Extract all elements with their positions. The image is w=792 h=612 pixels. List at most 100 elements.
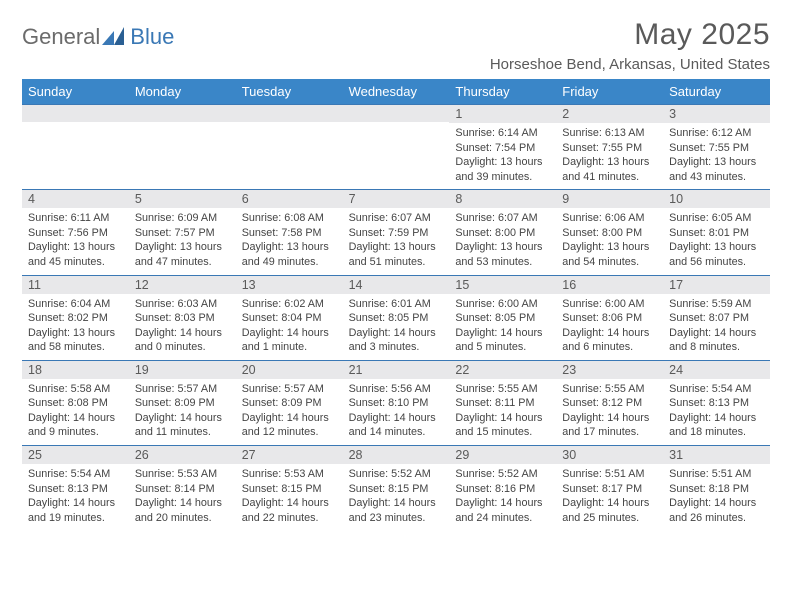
daylight-text: Daylight: 13 hours and 58 minutes.: [28, 326, 123, 355]
sunrise-text: Sunrise: 6:09 AM: [135, 211, 230, 226]
daylight-text: Daylight: 14 hours and 24 minutes.: [455, 496, 550, 525]
sunrise-text: Sunrise: 6:01 AM: [349, 297, 444, 312]
calendar-cell: 23Sunrise: 5:55 AMSunset: 8:12 PMDayligh…: [556, 360, 663, 445]
sunset-text: Sunset: 8:00 PM: [455, 226, 550, 241]
day-number: 6: [236, 189, 343, 208]
day-number: 31: [663, 445, 770, 464]
calendar-body: 1Sunrise: 6:14 AMSunset: 7:54 PMDaylight…: [22, 104, 770, 530]
sunset-text: Sunset: 8:01 PM: [669, 226, 764, 241]
day-detail: Sunrise: 6:14 AMSunset: 7:54 PMDaylight:…: [449, 123, 556, 189]
sunrise-text: Sunrise: 6:12 AM: [669, 126, 764, 141]
logo-text-general: General: [22, 24, 100, 50]
sunrise-text: Sunrise: 5:57 AM: [135, 382, 230, 397]
sunset-text: Sunset: 8:18 PM: [669, 482, 764, 497]
day-number: 5: [129, 189, 236, 208]
day-number: 10: [663, 189, 770, 208]
calendar-cell: 4Sunrise: 6:11 AMSunset: 7:56 PMDaylight…: [22, 189, 129, 274]
day-number: 26: [129, 445, 236, 464]
day-number: 4: [22, 189, 129, 208]
day-detail: Sunrise: 5:53 AMSunset: 8:15 PMDaylight:…: [236, 464, 343, 530]
sunrise-text: Sunrise: 6:04 AM: [28, 297, 123, 312]
sunrise-text: Sunrise: 5:55 AM: [562, 382, 657, 397]
daylight-text: Daylight: 14 hours and 26 minutes.: [669, 496, 764, 525]
daylight-text: Daylight: 14 hours and 11 minutes.: [135, 411, 230, 440]
day-header-sunday: Sunday: [22, 79, 129, 104]
daylight-text: Daylight: 14 hours and 0 minutes.: [135, 326, 230, 355]
day-detail: Sunrise: 6:13 AMSunset: 7:55 PMDaylight:…: [556, 123, 663, 189]
calendar-cell: 11Sunrise: 6:04 AMSunset: 8:02 PMDayligh…: [22, 275, 129, 360]
day-header-saturday: Saturday: [663, 79, 770, 104]
sunset-text: Sunset: 8:10 PM: [349, 396, 444, 411]
day-detail: Sunrise: 6:12 AMSunset: 7:55 PMDaylight:…: [663, 123, 770, 189]
calendar-cell: 18Sunrise: 5:58 AMSunset: 8:08 PMDayligh…: [22, 360, 129, 445]
sunrise-text: Sunrise: 6:13 AM: [562, 126, 657, 141]
day-header-thursday: Thursday: [449, 79, 556, 104]
day-number: 29: [449, 445, 556, 464]
daylight-text: Daylight: 13 hours and 41 minutes.: [562, 155, 657, 184]
day-detail: Sunrise: 6:02 AMSunset: 8:04 PMDaylight:…: [236, 294, 343, 360]
sunset-text: Sunset: 8:17 PM: [562, 482, 657, 497]
calendar-cell: 31 Sunrise: 5:51 AMSunset: 8:18 PMDayligh…: [663, 445, 770, 530]
sunset-text: Sunset: 8:05 PM: [349, 311, 444, 326]
sunrise-text: Sunrise: 5:54 AM: [28, 467, 123, 482]
day-detail: Sunrise: 6:11 AMSunset: 7:56 PMDaylight:…: [22, 208, 129, 274]
daylight-text: Daylight: 14 hours and 17 minutes.: [562, 411, 657, 440]
calendar-cell: 19Sunrise: 5:57 AMSunset: 8:09 PMDayligh…: [129, 360, 236, 445]
day-detail: Sunrise: 6:08 AMSunset: 7:58 PMDaylight:…: [236, 208, 343, 274]
daylight-text: Daylight: 14 hours and 3 minutes.: [349, 326, 444, 355]
sunrise-text: Sunrise: 5:52 AM: [349, 467, 444, 482]
day-number: 19: [129, 360, 236, 379]
sunset-text: Sunset: 7:59 PM: [349, 226, 444, 241]
day-detail: Sunrise: 6:04 AMSunset: 8:02 PMDaylight:…: [22, 294, 129, 360]
logo: General Blue: [22, 24, 174, 50]
sunset-text: Sunset: 7:57 PM: [135, 226, 230, 241]
calendar-cell: 26Sunrise: 5:53 AMSunset: 8:14 PMDayligh…: [129, 445, 236, 530]
sunset-text: Sunset: 7:56 PM: [28, 226, 123, 241]
daylight-text: Daylight: 14 hours and 22 minutes.: [242, 496, 337, 525]
day-detail: Sunrise: 5:54 AMSunset: 8:13 PMDaylight:…: [663, 379, 770, 445]
calendar-cell: 12Sunrise: 6:03 AMSunset: 8:03 PMDayligh…: [129, 275, 236, 360]
daylight-text: Daylight: 14 hours and 15 minutes.: [455, 411, 550, 440]
daylight-text: Daylight: 13 hours and 56 minutes.: [669, 240, 764, 269]
day-detail: Sunrise: 6:09 AMSunset: 7:57 PMDaylight:…: [129, 208, 236, 274]
sunrise-text: Sunrise: 6:07 AM: [455, 211, 550, 226]
day-number: 11: [22, 275, 129, 294]
sunrise-text: Sunrise: 5:53 AM: [242, 467, 337, 482]
day-number: 17: [663, 275, 770, 294]
sunset-text: Sunset: 8:04 PM: [242, 311, 337, 326]
sunrise-text: Sunrise: 6:03 AM: [135, 297, 230, 312]
calendar-cell: 6Sunrise: 6:08 AMSunset: 7:58 PMDaylight…: [236, 189, 343, 274]
calendar-cell: 28Sunrise: 5:52 AMSunset: 8:15 PMDayligh…: [343, 445, 450, 530]
calendar-cell: [129, 104, 236, 189]
day-detail: Sunrise: 5:56 AMSunset: 8:10 PMDaylight:…: [343, 379, 450, 445]
day-number: 7: [343, 189, 450, 208]
day-number: 27: [236, 445, 343, 464]
calendar-cell: 13Sunrise: 6:02 AMSunset: 8:04 PMDayligh…: [236, 275, 343, 360]
daylight-text: Daylight: 14 hours and 1 minute.: [242, 326, 337, 355]
calendar-cell: 30Sunrise: 5:51 AMSunset: 8:17 PMDayligh…: [556, 445, 663, 530]
sunset-text: Sunset: 8:14 PM: [135, 482, 230, 497]
calendar-cell: 9Sunrise: 6:06 AMSunset: 8:00 PMDaylight…: [556, 189, 663, 274]
day-detail: Sunrise: 6:07 AMSunset: 8:00 PMDaylight:…: [449, 208, 556, 274]
sunset-text: Sunset: 8:13 PM: [669, 396, 764, 411]
location-text: Horseshoe Bend, Arkansas, United States: [490, 56, 770, 73]
sunset-text: Sunset: 8:15 PM: [349, 482, 444, 497]
sunrise-text: Sunrise: 5:53 AM: [135, 467, 230, 482]
day-detail: Sunrise: 5:57 AMSunset: 8:09 PMDaylight:…: [129, 379, 236, 445]
calendar-cell: [22, 104, 129, 189]
day-detail: Sunrise: 6:01 AMSunset: 8:05 PMDaylight:…: [343, 294, 450, 360]
calendar-cell: 14Sunrise: 6:01 AMSunset: 8:05 PMDayligh…: [343, 275, 450, 360]
sunrise-text: Sunrise: 6:08 AM: [242, 211, 337, 226]
daylight-text: Daylight: 13 hours and 51 minutes.: [349, 240, 444, 269]
sunrise-text: Sunrise: 5:59 AM: [669, 297, 764, 312]
calendar-cell: 24Sunrise: 5:54 AMSunset: 8:13 PMDayligh…: [663, 360, 770, 445]
sunrise-text: Sunrise: 5:51 AM: [669, 467, 764, 482]
week-row: 1Sunrise: 6:14 AMSunset: 7:54 PMDaylight…: [22, 104, 770, 189]
sunset-text: Sunset: 8:11 PM: [455, 396, 550, 411]
day-detail: [343, 122, 450, 184]
sunset-text: Sunset: 8:12 PM: [562, 396, 657, 411]
calendar: SundayMondayTuesdayWednesdayThursdayFrid…: [22, 79, 770, 530]
sunset-text: Sunset: 8:13 PM: [28, 482, 123, 497]
header: General Blue May 2025 Horseshoe Bend, Ar…: [22, 18, 770, 73]
sunrise-text: Sunrise: 6:06 AM: [562, 211, 657, 226]
